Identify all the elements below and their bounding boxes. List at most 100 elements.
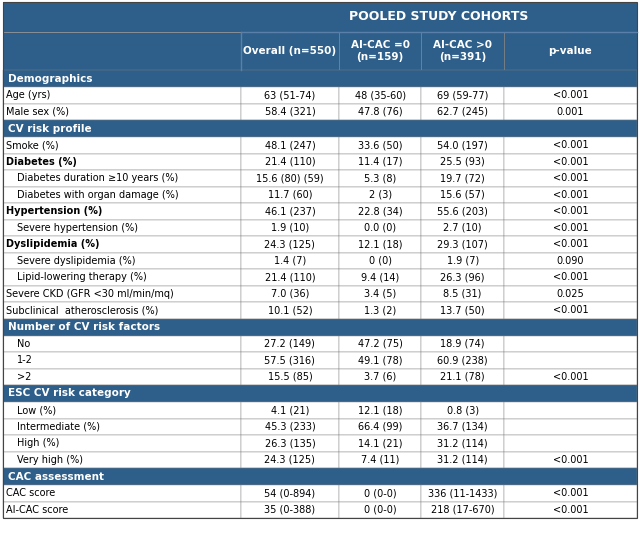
Text: Low (%): Low (%)	[17, 405, 56, 415]
Text: <0.001: <0.001	[552, 140, 588, 150]
Text: 24.3 (125): 24.3 (125)	[264, 455, 316, 465]
Text: Lipid-lowering therapy (%): Lipid-lowering therapy (%)	[17, 272, 147, 282]
Bar	[339, 435, 422, 452]
Bar	[339, 236, 422, 252]
Bar	[339, 502, 422, 518]
Text: Age (yrs): Age (yrs)	[6, 90, 51, 100]
Text: 9.4 (14): 9.4 (14)	[361, 272, 399, 282]
Text: CV risk profile: CV risk profile	[8, 124, 92, 134]
Text: <0.001: <0.001	[552, 505, 588, 515]
Bar	[504, 285, 637, 302]
Bar	[504, 452, 637, 468]
Bar	[504, 236, 637, 252]
Bar	[339, 170, 422, 187]
Bar	[241, 418, 339, 435]
Bar	[241, 104, 339, 120]
Text: 2 (3): 2 (3)	[369, 190, 392, 200]
Bar	[3, 302, 241, 319]
Text: <0.001: <0.001	[552, 206, 588, 216]
Text: <0.001: <0.001	[552, 90, 588, 100]
Bar	[504, 336, 637, 352]
Bar	[3, 485, 241, 502]
Text: 0.0 (0): 0.0 (0)	[364, 223, 396, 233]
Bar	[504, 418, 637, 435]
Text: Intermediate (%): Intermediate (%)	[17, 422, 100, 432]
Text: POOLED STUDY COHORTS: POOLED STUDY COHORTS	[349, 10, 529, 24]
Bar	[241, 203, 339, 220]
Text: 47.8 (76): 47.8 (76)	[358, 107, 403, 117]
Bar	[3, 269, 241, 285]
Bar	[504, 352, 637, 369]
Bar	[504, 220, 637, 236]
Bar	[241, 170, 339, 187]
Bar	[3, 104, 241, 120]
Bar	[422, 269, 504, 285]
Bar	[422, 170, 504, 187]
Bar	[3, 252, 241, 269]
Bar	[339, 203, 422, 220]
Text: 62.7 (245): 62.7 (245)	[437, 107, 488, 117]
Text: Subclinical  atherosclerosis (%): Subclinical atherosclerosis (%)	[6, 305, 158, 315]
Text: 336 (11-1433): 336 (11-1433)	[428, 489, 497, 498]
Bar	[3, 2, 637, 32]
Bar	[241, 87, 339, 104]
Bar	[422, 402, 504, 418]
Bar	[3, 153, 241, 170]
Text: <0.001: <0.001	[552, 489, 588, 498]
Text: AI-CAC score: AI-CAC score	[6, 505, 68, 515]
Bar	[339, 153, 422, 170]
Text: CAC assessment: CAC assessment	[8, 471, 104, 481]
Bar	[3, 32, 241, 70]
Text: 22.8 (34): 22.8 (34)	[358, 206, 403, 216]
Text: <0.001: <0.001	[552, 272, 588, 282]
Text: 7.4 (11): 7.4 (11)	[361, 455, 399, 465]
Text: 13.7 (50): 13.7 (50)	[440, 305, 485, 315]
Bar	[504, 369, 637, 385]
Text: 54 (0-894): 54 (0-894)	[264, 489, 316, 498]
Text: Severe hypertension (%): Severe hypertension (%)	[17, 223, 138, 233]
Bar	[3, 502, 241, 518]
Bar	[339, 187, 422, 203]
Text: 0 (0): 0 (0)	[369, 256, 392, 266]
Bar	[241, 269, 339, 285]
Bar	[504, 32, 637, 70]
Bar	[422, 302, 504, 319]
Text: 10.1 (52): 10.1 (52)	[268, 305, 312, 315]
Text: 48.1 (247): 48.1 (247)	[264, 140, 316, 150]
Text: 29.3 (107): 29.3 (107)	[437, 239, 488, 250]
Text: Diabetes duration ≥10 years (%): Diabetes duration ≥10 years (%)	[17, 173, 179, 183]
Bar	[241, 435, 339, 452]
Bar	[504, 485, 637, 502]
Text: 11.7 (60): 11.7 (60)	[268, 190, 312, 200]
Text: 15.5 (85): 15.5 (85)	[268, 371, 312, 382]
Bar	[3, 203, 241, 220]
Text: 218 (17-670): 218 (17-670)	[431, 505, 495, 515]
Bar	[241, 220, 339, 236]
Bar	[504, 153, 637, 170]
Text: Very high (%): Very high (%)	[17, 455, 83, 465]
Text: 35 (0-388): 35 (0-388)	[264, 505, 316, 515]
Bar	[422, 137, 504, 153]
Bar	[339, 87, 422, 104]
Bar	[3, 435, 241, 452]
Text: 3.7 (6): 3.7 (6)	[364, 371, 396, 382]
Bar	[422, 32, 504, 70]
Bar	[422, 418, 504, 435]
Text: 46.1 (237): 46.1 (237)	[264, 206, 316, 216]
Text: <0.001: <0.001	[552, 173, 588, 183]
Bar	[339, 402, 422, 418]
Text: 60.9 (238): 60.9 (238)	[437, 355, 488, 365]
Text: <0.001: <0.001	[552, 455, 588, 465]
Text: 14.1 (21): 14.1 (21)	[358, 438, 403, 448]
Bar	[241, 352, 339, 369]
Text: ESC CV risk category: ESC CV risk category	[8, 389, 131, 399]
Bar	[504, 502, 637, 518]
Text: Demographics: Demographics	[8, 73, 93, 83]
Bar	[241, 336, 339, 352]
Text: 1.3 (2): 1.3 (2)	[364, 305, 396, 315]
Bar	[504, 269, 637, 285]
Text: 47.2 (75): 47.2 (75)	[358, 339, 403, 349]
Text: 69 (59-77): 69 (59-77)	[437, 90, 488, 100]
Text: 57.5 (316): 57.5 (316)	[264, 355, 316, 365]
Text: 21.1 (78): 21.1 (78)	[440, 371, 485, 382]
